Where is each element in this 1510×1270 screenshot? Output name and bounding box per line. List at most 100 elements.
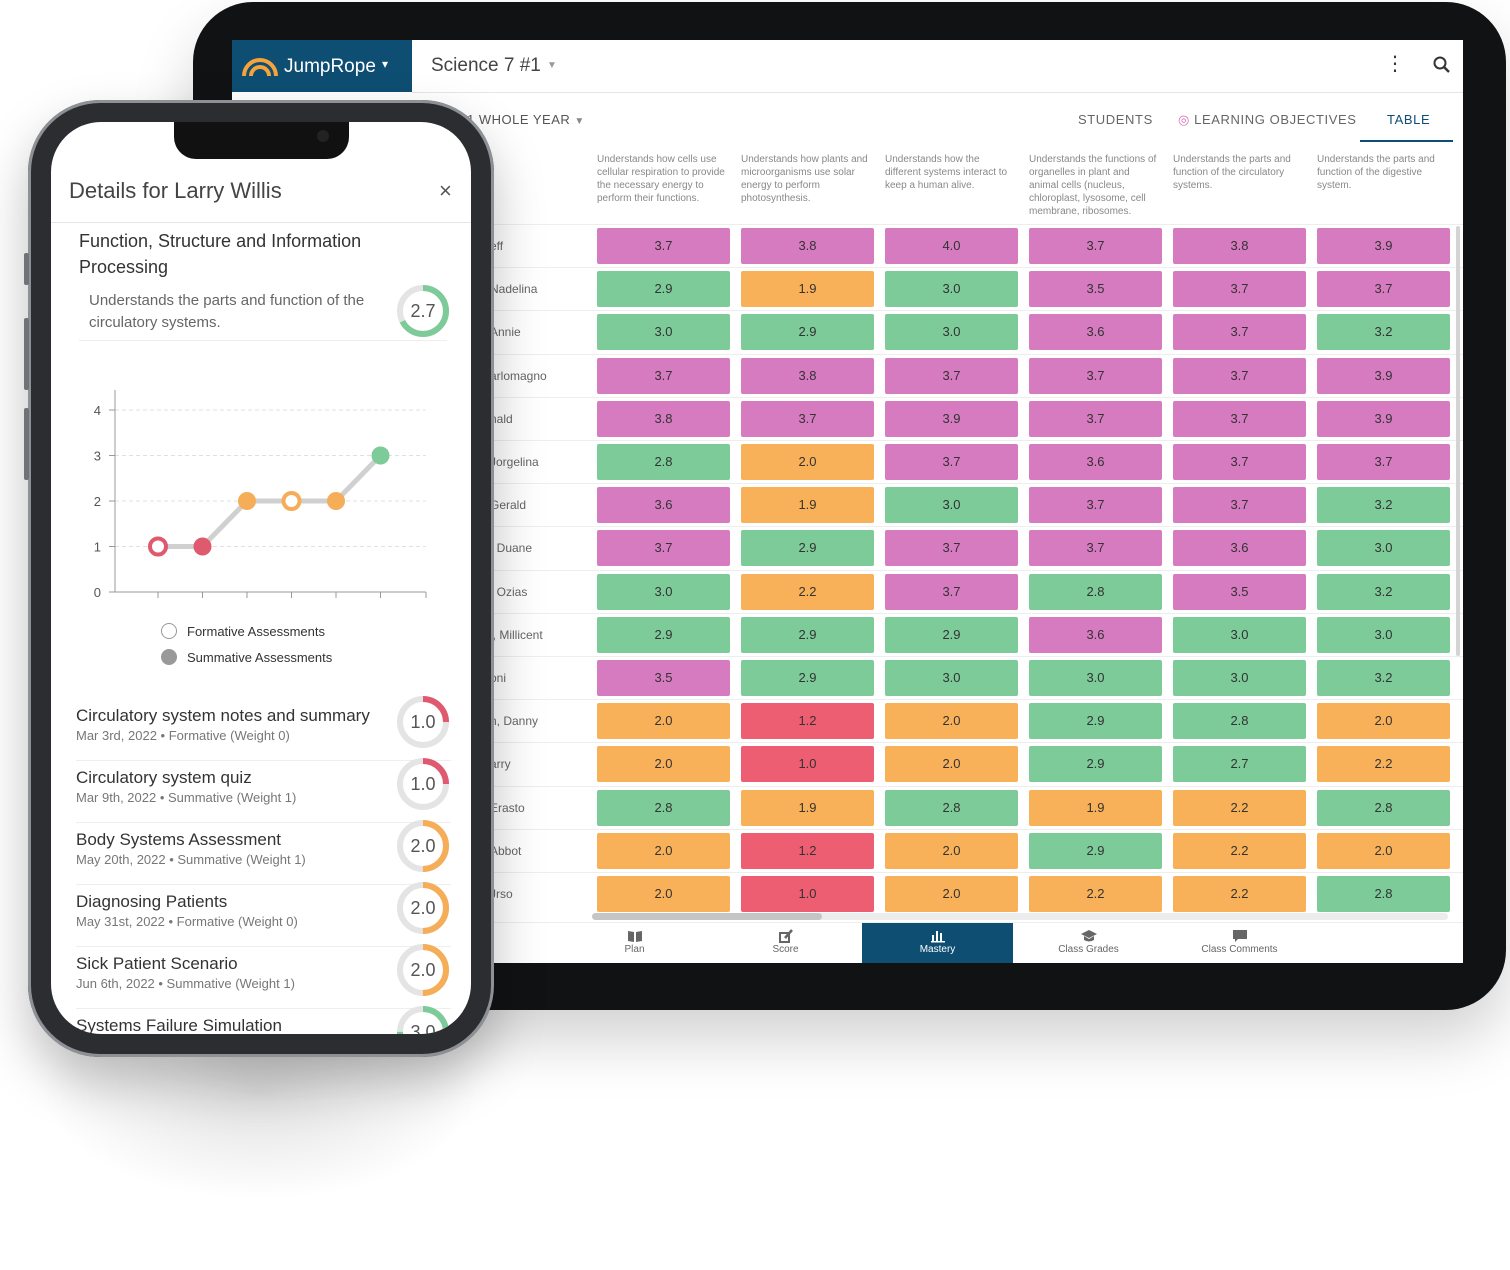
score-cell[interactable]: 2.8 <box>1317 876 1450 912</box>
score-cell[interactable]: 2.2 <box>741 573 874 610</box>
score-cell[interactable]: 3.7 <box>1317 444 1450 480</box>
score-cell[interactable]: 3.9 <box>1317 228 1450 264</box>
score-cell[interactable]: 2.0 <box>885 876 1018 912</box>
score-cell[interactable]: 3.7 <box>741 400 874 437</box>
assessment-item[interactable]: Circulatory system quiz Mar 9th, 2022 • S… <box>76 768 396 805</box>
score-cell[interactable]: 2.9 <box>1029 746 1162 783</box>
score-cell[interactable]: 2.0 <box>741 444 874 480</box>
more-vertical-icon[interactable]: ⋮ <box>1385 53 1405 75</box>
score-cell[interactable]: 3.0 <box>1317 616 1450 653</box>
score-cell[interactable]: 3.2 <box>1317 314 1450 351</box>
student-name[interactable]: Erasto <box>490 800 525 815</box>
student-name[interactable]: n, Danny <box>490 714 539 729</box>
student-name[interactable]: l, Millicent <box>490 627 543 642</box>
score-cell[interactable]: 1.9 <box>741 487 874 524</box>
score-cell[interactable]: 3.7 <box>1173 314 1306 351</box>
score-cell[interactable]: 3.6 <box>1029 314 1162 351</box>
student-name[interactable]: eff <box>490 239 504 253</box>
score-cell[interactable]: 3.7 <box>1029 400 1162 437</box>
score-cell[interactable]: 3.0 <box>1173 616 1306 653</box>
score-cell[interactable]: 2.8 <box>885 789 1018 826</box>
score-cell[interactable]: 3.6 <box>597 487 730 524</box>
course-title[interactable]: Science 7 #1 <box>431 55 541 76</box>
score-cell[interactable]: 2.9 <box>741 660 874 696</box>
score-cell[interactable]: 2.8 <box>597 444 730 480</box>
score-cell[interactable]: 2.8 <box>597 789 730 826</box>
score-cell[interactable]: 3.5 <box>1029 271 1162 308</box>
score-cell[interactable]: 1.9 <box>741 271 874 308</box>
score-cell[interactable]: 2.0 <box>597 876 730 912</box>
objective-header[interactable]: Understands the parts and function of th… <box>1317 154 1435 191</box>
score-cell[interactable]: 2.8 <box>1173 703 1306 740</box>
score-cell[interactable]: 1.9 <box>1029 789 1162 826</box>
score-cell[interactable]: 2.8 <box>1029 573 1162 610</box>
student-name[interactable]: , Ozias <box>490 584 528 599</box>
score-cell[interactable]: 2.2 <box>1173 876 1306 912</box>
score-cell[interactable]: 1.2 <box>741 703 874 740</box>
score-cell[interactable]: 3.5 <box>1173 573 1306 610</box>
score-cell[interactable]: 3.7 <box>597 228 730 264</box>
scrollbar-thumb[interactable] <box>592 913 822 920</box>
assessment-item[interactable]: Diagnosing Patients May 31st, 2022 • Form… <box>76 892 396 929</box>
score-cell[interactable]: 1.0 <box>741 876 874 912</box>
score-cell[interactable]: 2.2 <box>1173 789 1306 826</box>
score-cell[interactable]: 3.2 <box>1317 660 1450 696</box>
student-name[interactable]: arlomagno <box>490 368 547 383</box>
score-cell[interactable]: 3.7 <box>1029 357 1162 394</box>
score-cell[interactable]: 3.0 <box>1317 530 1450 567</box>
student-name[interactable]: arry <box>490 757 511 772</box>
score-cell[interactable]: 2.2 <box>1029 876 1162 912</box>
score-cell[interactable]: 3.7 <box>1317 271 1450 308</box>
score-cell[interactable]: 3.9 <box>1317 400 1450 437</box>
score-cell[interactable]: 3.8 <box>1173 228 1306 264</box>
score-cell[interactable]: 3.7 <box>1173 444 1306 480</box>
score-cell[interactable]: 2.9 <box>597 271 730 308</box>
score-cell[interactable]: 3.0 <box>1029 660 1162 696</box>
score-cell[interactable]: 2.9 <box>1029 703 1162 740</box>
score-cell[interactable]: 2.9 <box>741 530 874 567</box>
score-cell[interactable]: 3.7 <box>1173 357 1306 394</box>
student-name[interactable]: Jrso <box>490 887 513 901</box>
score-cell[interactable]: 3.0 <box>1173 660 1306 696</box>
objective-header[interactable]: Understands how the different systems in… <box>885 154 1008 191</box>
vertical-scrollbar[interactable] <box>1456 226 1460 656</box>
score-cell[interactable]: 2.0 <box>597 746 730 783</box>
score-cell[interactable]: 3.7 <box>1029 530 1162 567</box>
nav-plan[interactable]: Plan <box>559 923 710 963</box>
score-cell[interactable]: 3.2 <box>1317 573 1450 610</box>
score-cell[interactable]: 3.7 <box>885 444 1018 480</box>
score-cell[interactable]: 2.9 <box>1029 832 1162 869</box>
score-cell[interactable]: 2.9 <box>741 616 874 653</box>
score-cell[interactable]: 2.8 <box>1317 789 1450 826</box>
score-cell[interactable]: 3.0 <box>597 573 730 610</box>
score-cell[interactable]: 3.7 <box>1029 487 1162 524</box>
score-cell[interactable]: 3.2 <box>1317 487 1450 524</box>
horizontal-scrollbar[interactable] <box>592 913 1448 920</box>
objective-header[interactable]: Understands how cells use cellular respi… <box>597 154 725 204</box>
score-cell[interactable]: 3.0 <box>885 271 1018 308</box>
tab-students[interactable]: STUDENTS <box>1078 112 1153 127</box>
objective-header[interactable]: Understands the parts and function of th… <box>1173 154 1291 191</box>
score-cell[interactable]: 3.7 <box>885 573 1018 610</box>
score-cell[interactable]: 3.7 <box>1173 400 1306 437</box>
student-name[interactable]: , Duane <box>490 541 533 556</box>
nav-class-grades[interactable]: Class Grades <box>1013 923 1164 963</box>
search-icon[interactable] <box>1433 56 1451 74</box>
score-cell[interactable]: 3.7 <box>1173 487 1306 524</box>
score-cell[interactable]: 3.8 <box>741 228 874 264</box>
nav-score[interactable]: Score <box>710 923 861 963</box>
student-name[interactable]: nald <box>490 411 513 426</box>
score-cell[interactable]: 2.0 <box>597 832 730 869</box>
student-name[interactable]: oni <box>490 671 507 685</box>
score-cell[interactable]: 3.6 <box>1029 616 1162 653</box>
student-name[interactable]: Abbot <box>490 843 522 858</box>
score-cell[interactable]: 3.9 <box>1317 357 1450 394</box>
score-cell[interactable]: 3.7 <box>597 530 730 567</box>
student-name[interactable]: Nadelina <box>490 282 538 297</box>
score-cell[interactable]: 1.2 <box>741 832 874 869</box>
score-cell[interactable]: 2.7 <box>1173 746 1306 783</box>
score-cell[interactable]: 3.0 <box>885 487 1018 524</box>
score-cell[interactable]: 3.0 <box>885 314 1018 351</box>
student-name[interactable]: Gerald <box>490 498 527 513</box>
score-cell[interactable]: 3.0 <box>597 314 730 351</box>
